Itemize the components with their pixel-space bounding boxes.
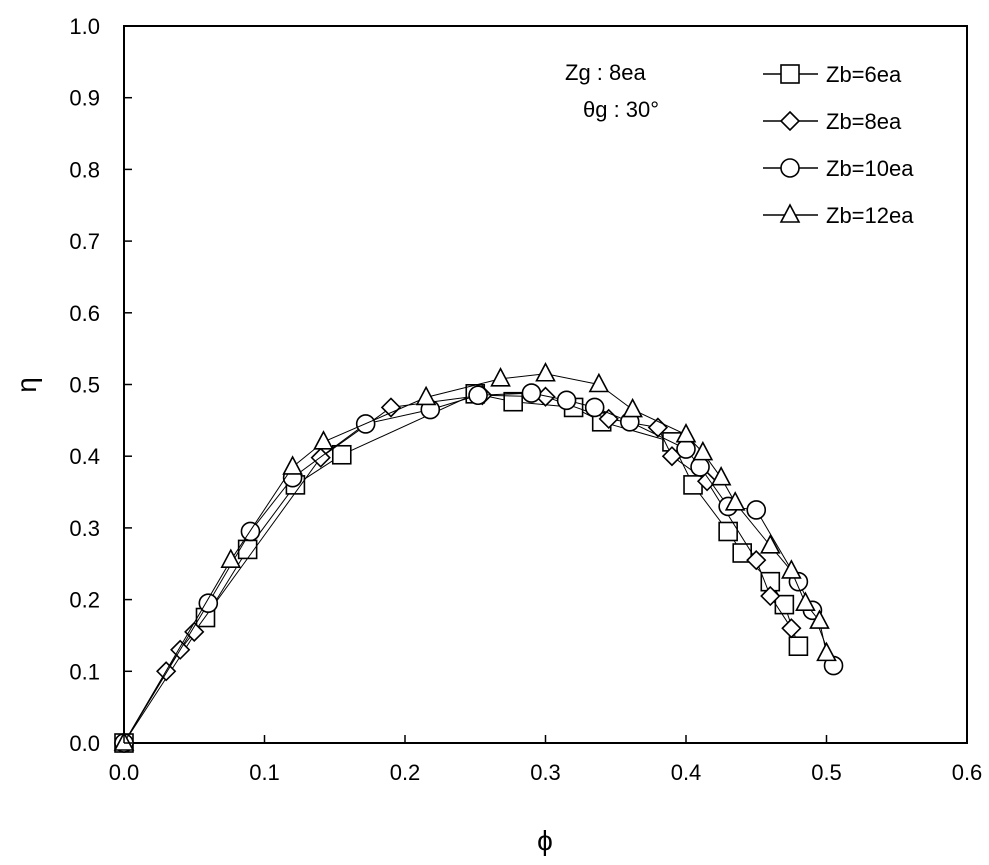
data-point — [468, 385, 488, 406]
y-tick-label: 0.7 — [69, 229, 100, 254]
data-point — [692, 440, 714, 461]
data-point — [746, 550, 767, 571]
legend-item: Zb=10ea — [763, 156, 914, 181]
annotation-theta-g: θg : 30° — [583, 97, 659, 122]
data-point — [415, 385, 437, 406]
y-tick-label: 0.2 — [69, 588, 100, 613]
legend-marker — [779, 203, 801, 223]
data-point — [683, 475, 703, 495]
data-point — [732, 543, 753, 563]
data-point — [760, 585, 781, 607]
data-point — [781, 559, 802, 579]
data-point — [710, 466, 732, 486]
series-layer — [113, 362, 844, 754]
x-tick-label: 0.5 — [811, 760, 842, 785]
data-point — [675, 422, 697, 443]
y-tick-label: 0.5 — [69, 373, 100, 398]
y-tick-label: 0.0 — [69, 731, 100, 756]
x-axis-title: ϕ — [537, 825, 553, 856]
legend-label: Zb=8ea — [826, 109, 902, 134]
series-circle — [114, 383, 844, 753]
legend-label: Zb=6ea — [826, 62, 902, 87]
legend-marker — [780, 158, 800, 178]
data-point — [220, 548, 242, 568]
y-tick-label: 0.9 — [69, 86, 100, 111]
data-point — [521, 383, 542, 403]
ticks-layer: 0.0 0.1 0.2 0.3 0.4 0.5 0.6 0.0 0.1 0.2 0.3 0.4 0.5 0… — [69, 14, 982, 785]
data-point — [718, 521, 738, 542]
y-tick-label: 0.4 — [69, 444, 100, 469]
legend-marker — [780, 64, 800, 84]
data-point — [313, 430, 334, 450]
data-point — [759, 534, 781, 554]
data-point — [809, 609, 830, 629]
data-point — [795, 591, 816, 611]
data-point — [588, 372, 610, 393]
legend-label: Zb=10ea — [826, 156, 914, 181]
legend-label: Zb=12ea — [826, 203, 914, 228]
data-point — [724, 491, 746, 511]
x-tick-label: 0.6 — [952, 760, 983, 785]
data-point — [240, 521, 261, 542]
y-tick-label: 1.0 — [69, 14, 100, 39]
data-point — [380, 397, 402, 418]
series-diamond — [113, 385, 802, 754]
legend-marker — [779, 110, 801, 132]
annotation-zg: Zg : 8ea — [565, 60, 646, 85]
series-triangle — [113, 362, 837, 751]
x-tick-label: 0.1 — [249, 760, 280, 785]
y-tick-label: 0.3 — [69, 516, 100, 541]
legend: Zb=6ea Zb=8ea Zb=10ea Zb=12ea — [763, 62, 914, 228]
y-axis-title: η — [11, 377, 42, 393]
y-tick-label: 0.1 — [69, 659, 100, 684]
series-square — [114, 384, 809, 753]
data-point — [490, 367, 511, 387]
x-tick-label: 0.0 — [109, 760, 140, 785]
legend-item: Zb=6ea — [763, 62, 902, 87]
data-point — [781, 618, 802, 639]
x-tick-label: 0.3 — [530, 760, 561, 785]
data-point — [584, 397, 605, 418]
data-point — [690, 457, 710, 477]
data-point — [282, 455, 303, 475]
data-point — [696, 471, 718, 492]
data-point — [556, 390, 577, 411]
legend-item: Zb=12ea — [763, 203, 914, 228]
y-tick-label: 0.6 — [69, 301, 100, 326]
data-point — [503, 391, 523, 412]
data-point — [746, 500, 767, 520]
legend-item: Zb=8ea — [763, 109, 902, 134]
data-point — [198, 593, 219, 613]
data-point — [535, 362, 556, 382]
series-line — [123, 392, 834, 744]
data-point — [816, 641, 837, 662]
data-point — [184, 621, 205, 642]
data-point — [676, 439, 696, 459]
data-point — [788, 636, 809, 657]
x-tick-label: 0.4 — [671, 760, 702, 785]
y-tick-label: 0.8 — [69, 157, 100, 182]
data-point — [331, 444, 352, 465]
data-point — [622, 397, 643, 418]
x-tick-label: 0.2 — [390, 760, 421, 785]
